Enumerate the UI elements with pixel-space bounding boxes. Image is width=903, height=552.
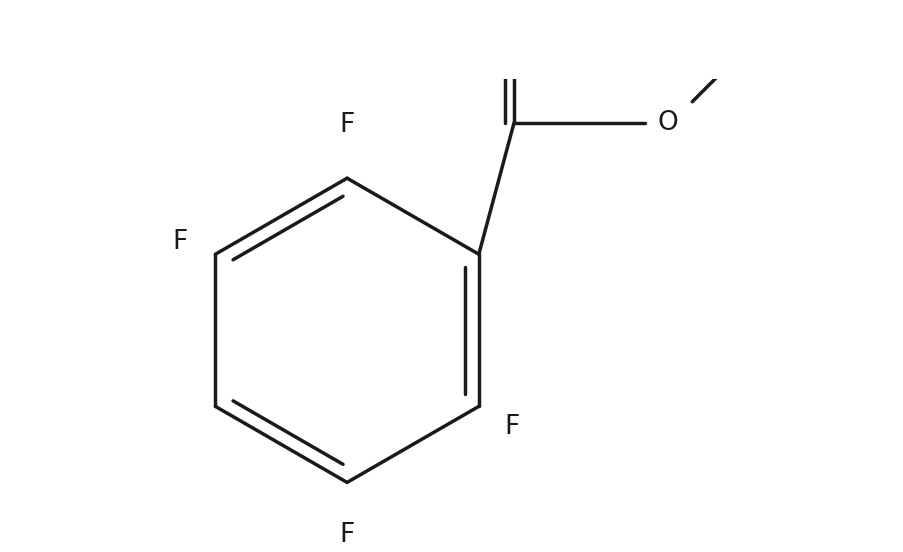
Text: F: F	[504, 415, 519, 440]
Text: F: F	[340, 112, 354, 139]
Text: F: F	[340, 522, 354, 548]
Text: F: F	[172, 229, 187, 255]
Text: O: O	[657, 109, 678, 136]
